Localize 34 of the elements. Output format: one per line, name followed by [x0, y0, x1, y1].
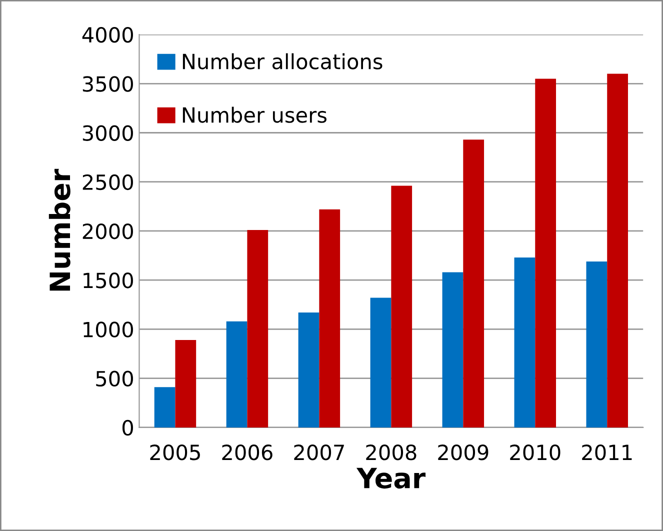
x-tick-label: 2009 — [438, 444, 488, 460]
bar — [370, 298, 392, 428]
bar — [442, 272, 464, 428]
x-tick-label: 2010 — [510, 444, 560, 460]
bar — [514, 258, 536, 428]
bar — [226, 321, 248, 428]
y-tick-label: 3000 — [82, 125, 133, 141]
x-tick-label: 2005 — [150, 444, 200, 460]
x-tick-label: 2007 — [294, 444, 344, 460]
x-tick-label: 2006 — [222, 444, 272, 460]
y-tick-label: 0 — [122, 420, 133, 436]
y-tick-label: 4000 — [82, 26, 133, 43]
bar — [463, 140, 484, 428]
x-tick-label: 2011 — [582, 444, 632, 460]
bar — [247, 230, 268, 428]
bar — [607, 74, 628, 428]
legend-label: Number allocations — [182, 53, 382, 70]
y-tick-label: 1000 — [84, 322, 133, 338]
bar — [175, 340, 196, 428]
legend-label: Number users — [182, 106, 326, 123]
x-axis-title: Year — [356, 468, 426, 489]
bar — [586, 261, 608, 428]
y-tick-label: 2500 — [82, 174, 133, 190]
bar — [391, 186, 412, 428]
bar — [298, 312, 320, 428]
x-tick-label: 2008 — [366, 444, 416, 460]
y-tick-label: 3500 — [82, 76, 133, 92]
y-tick-label: 500 — [96, 370, 133, 387]
bar — [154, 387, 176, 428]
bar — [535, 78, 556, 428]
y-axis-title: Number — [48, 168, 70, 291]
bar — [319, 209, 340, 428]
y-tick-label: 2000 — [82, 223, 133, 240]
y-tick-label: 1500 — [84, 272, 133, 288]
